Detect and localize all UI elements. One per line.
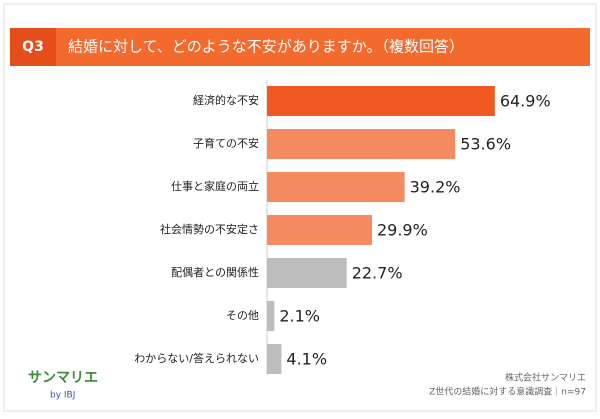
category-label: わからない/答えられない xyxy=(134,351,259,365)
bar xyxy=(267,172,405,202)
value-label: 29.9% xyxy=(377,221,428,240)
category-label: その他 xyxy=(226,309,259,322)
category-label: 経済的な不安 xyxy=(193,93,259,107)
bar xyxy=(267,258,347,288)
category-label: 配偶者との関係性 xyxy=(171,265,259,279)
value-label: 53.6% xyxy=(460,135,511,154)
note: Z世代の結婚に対する意識調査｜n=97 xyxy=(429,386,586,398)
category-label: 社会情勢の不安定さ xyxy=(160,222,259,236)
question-box xyxy=(10,28,56,66)
value-label: 22.7% xyxy=(352,264,403,283)
source: 株式会社サンマリエ xyxy=(505,372,586,384)
frame xyxy=(3,3,597,412)
category-label: 仕事と家庭の両立 xyxy=(171,179,259,193)
value-label: 2.1% xyxy=(279,307,320,326)
value-label: 64.9% xyxy=(500,92,551,111)
question-number: Q3 xyxy=(22,39,44,55)
value-label: 39.2% xyxy=(410,178,461,197)
logo-name: サンマリエ xyxy=(28,370,98,386)
chart-title: 結婚に対して、どのような不安がありますか。（複数回答） xyxy=(68,38,464,56)
category-label: 子育ての不安 xyxy=(193,136,259,150)
header-bar xyxy=(10,28,590,66)
bar xyxy=(267,344,282,374)
bar xyxy=(267,301,275,331)
value-label: 4.1% xyxy=(286,350,327,369)
bar xyxy=(267,86,495,116)
bar xyxy=(267,215,372,245)
bar xyxy=(267,129,456,159)
logo-by: by IBJ xyxy=(50,391,75,401)
